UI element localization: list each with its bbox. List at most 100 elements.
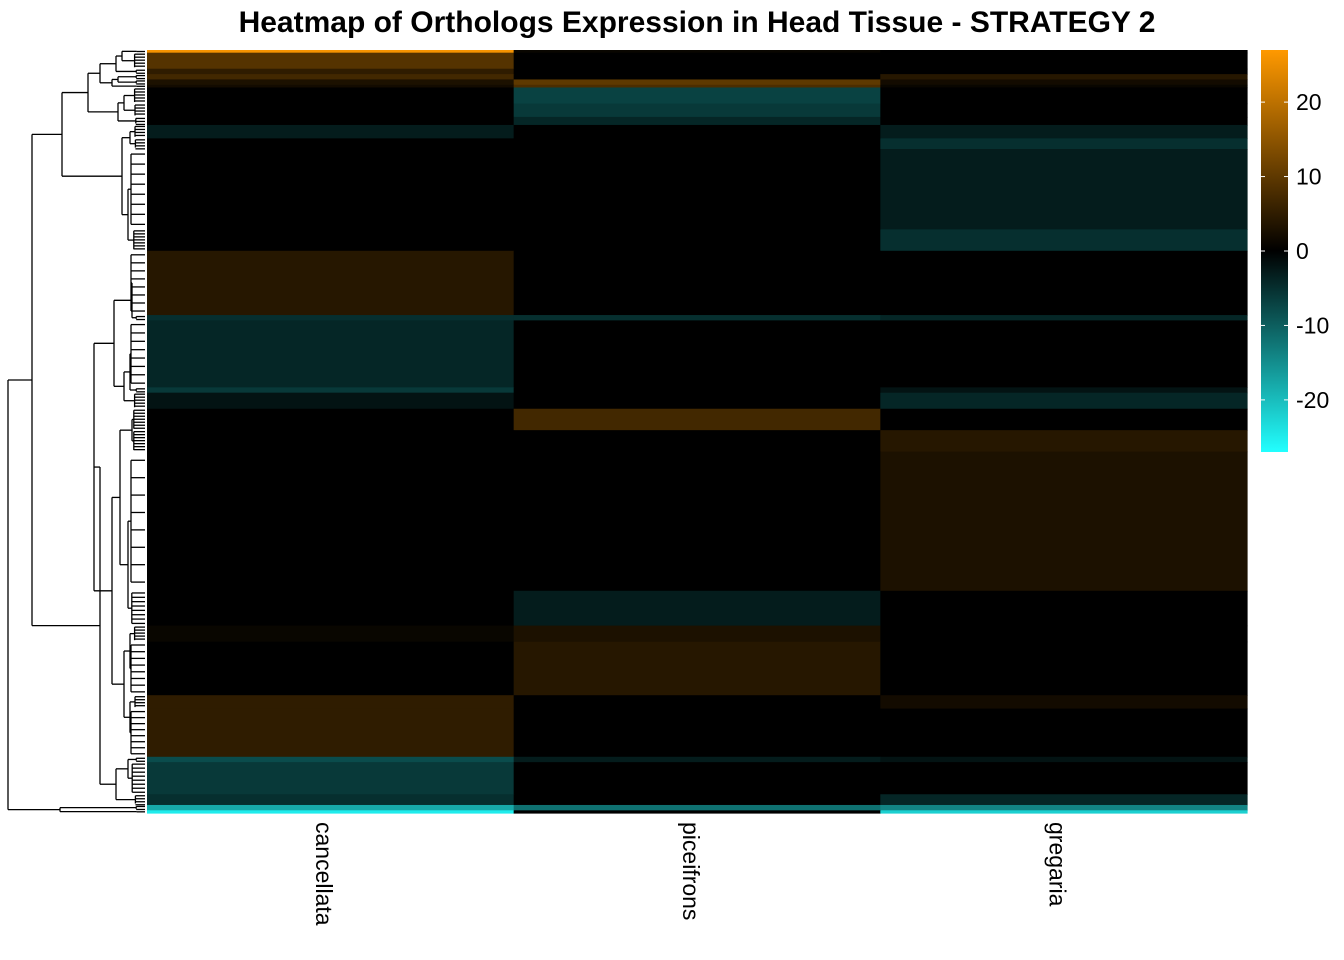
heatmap-cell <box>147 794 515 806</box>
heatmap-cell <box>147 320 515 388</box>
heatmap-cell <box>513 79 881 86</box>
heatmap-cell <box>880 625 1248 643</box>
heatmap-cell <box>147 315 515 321</box>
heatmap-cell <box>880 810 1248 814</box>
heatmap-cell <box>147 708 515 758</box>
heatmap-cell <box>513 229 881 252</box>
heatmap-cell <box>880 804 1248 811</box>
heatmap-cell <box>513 708 881 758</box>
heatmap-cell <box>513 320 881 388</box>
heatmap-cell <box>147 68 515 75</box>
heatmap-cell <box>880 708 1248 758</box>
heatmap-cell <box>513 451 881 592</box>
heatmap-cell <box>147 250 515 316</box>
column-label: cancellata <box>311 822 337 926</box>
heatmap-cell <box>513 50 881 54</box>
heatmap-cell <box>147 387 515 394</box>
heatmap-cell <box>880 408 1248 431</box>
heatmap-cell <box>147 84 515 89</box>
heatmap-cell <box>147 52 515 70</box>
heatmap-cell <box>147 74 515 81</box>
heatmap-cell <box>147 50 515 54</box>
heatmap-cell <box>147 451 515 592</box>
heatmap-cell <box>147 124 515 139</box>
chart-title: Heatmap of Orthologs Expression in Head … <box>239 6 1156 39</box>
heatmap-cell <box>880 392 1248 410</box>
heatmap-cell <box>513 138 881 150</box>
heatmap-cell <box>880 756 1248 763</box>
heatmap-cell <box>880 103 1248 118</box>
heatmap-cell <box>513 641 881 696</box>
heatmap-cell <box>880 74 1248 81</box>
heatmap-cell <box>880 149 1248 230</box>
heatmap-cell <box>880 315 1248 321</box>
heatmap-cell <box>147 138 515 150</box>
column-labels: cancellata piceifrons gregaria <box>311 822 1070 926</box>
heatmap-cell <box>513 124 881 139</box>
heatmap-cell <box>880 229 1248 252</box>
heatmap-cell <box>147 408 515 431</box>
heatmap-cell <box>147 392 515 410</box>
legend-tick-label: 0 <box>1296 238 1309 264</box>
heatmap-cell <box>880 590 1248 627</box>
heatmap-cell <box>147 804 515 811</box>
heatmap-cell <box>880 695 1248 710</box>
heatmap-cell <box>513 762 881 795</box>
heatmap-cell <box>513 84 881 89</box>
heatmap-cell <box>513 250 881 316</box>
heatmap-cell <box>147 695 515 710</box>
heatmap-cell <box>880 87 1248 105</box>
column-label: gregaria <box>1045 822 1071 907</box>
heatmap-cell <box>880 794 1248 806</box>
heatmap-cells <box>147 50 1248 814</box>
heatmap-cell <box>880 762 1248 795</box>
legend-tick-label: 20 <box>1296 89 1322 115</box>
heatmap-cell <box>513 74 881 81</box>
heatmap-cell <box>513 408 881 431</box>
heatmap-cell <box>147 810 515 814</box>
legend-tick-label: -20 <box>1296 387 1329 413</box>
heatmap-cell <box>513 52 881 70</box>
legend-color-bar <box>1261 50 1288 452</box>
heatmap-cell <box>147 87 515 105</box>
heatmap-cell <box>513 387 881 394</box>
heatmap-cell <box>513 315 881 321</box>
heatmap-cell <box>880 124 1248 139</box>
heatmap-cell <box>880 138 1248 150</box>
heatmap-cell <box>880 641 1248 696</box>
heatmap-cell <box>880 79 1248 86</box>
heatmap-cell <box>147 430 515 453</box>
heatmap-cell <box>513 103 881 118</box>
heatmap-cell <box>513 68 881 75</box>
heatmap-cell <box>513 430 881 453</box>
heatmap-cell <box>880 68 1248 75</box>
heatmap-cell <box>513 695 881 710</box>
heatmap-cell <box>880 387 1248 394</box>
heatmap-cell <box>147 756 515 763</box>
heatmap-cell <box>880 50 1248 54</box>
heatmap-cell <box>880 116 1248 126</box>
legend-tick-label: -10 <box>1296 312 1329 338</box>
heatmap-cell <box>147 641 515 696</box>
heatmap-cell <box>513 590 881 627</box>
heatmap-cell <box>513 625 881 643</box>
heatmap-cell <box>880 84 1248 89</box>
heatmap-cell <box>880 451 1248 592</box>
heatmap-cell <box>147 116 515 126</box>
heatmap-cell <box>513 804 881 811</box>
heatmap-cell <box>513 149 881 230</box>
heatmap-cell <box>880 320 1248 388</box>
heatmap-cell <box>880 52 1248 70</box>
heatmap-cell <box>513 87 881 105</box>
heatmap-cell <box>513 794 881 806</box>
heatmap-cell <box>147 762 515 795</box>
legend-tick-label: 10 <box>1296 164 1322 190</box>
heatmap-cell <box>147 625 515 643</box>
heatmap-cell <box>513 756 881 763</box>
column-label: piceifrons <box>678 822 704 920</box>
heatmap-cell <box>147 229 515 252</box>
heatmap-cell <box>880 250 1248 316</box>
heatmap-cell <box>513 116 881 126</box>
heatmap-cell <box>880 430 1248 453</box>
